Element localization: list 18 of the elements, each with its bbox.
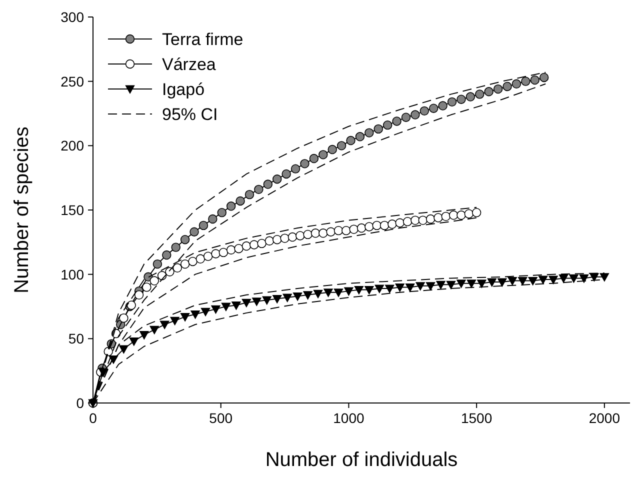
x-tick-label: 500 xyxy=(209,410,233,426)
y-tick-label: 100 xyxy=(60,266,84,282)
x-tick-label: 1000 xyxy=(333,410,364,426)
y-tick-label: 0 xyxy=(76,395,84,411)
y-tick-label: 250 xyxy=(60,73,84,90)
x-tick-label: 2000 xyxy=(588,410,620,426)
y-tick-label: 150 xyxy=(60,202,84,218)
x-tick-label: 1500 xyxy=(460,410,492,426)
legend-label: Igapó xyxy=(162,80,205,99)
y-tick-label: 300 xyxy=(60,9,84,25)
y-axis-title: Number of species xyxy=(11,126,33,294)
legend-label: Várzea xyxy=(162,55,216,74)
legend-label: 95% CI xyxy=(162,105,218,124)
y-tick-label: 200 xyxy=(60,138,84,154)
x-axis-title: Number of individuals xyxy=(265,449,458,471)
x-tick-label: 0 xyxy=(89,410,98,426)
legend-label: Terra firme xyxy=(162,30,244,49)
y-tick-label: 50 xyxy=(68,330,84,347)
